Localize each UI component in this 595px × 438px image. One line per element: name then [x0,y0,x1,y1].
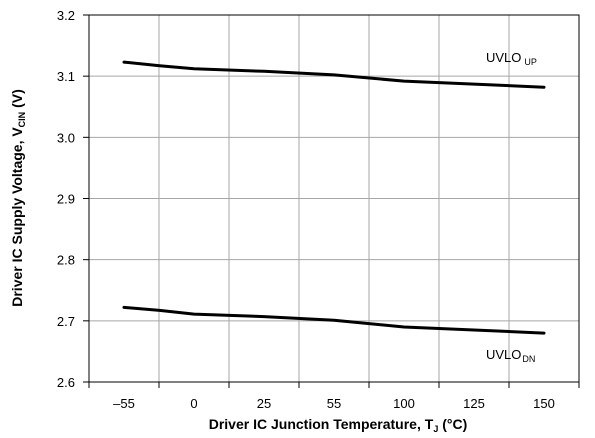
y-axis-label: Driver IC Supply Voltage, VCIN (V) [9,89,27,307]
y-tick-label: 2.7 [57,314,75,329]
x-tick-label: 0 [190,396,197,411]
x-tick-label: 25 [257,396,271,411]
grid-layer [89,15,579,382]
x-tick-label: 150 [533,396,555,411]
y-tick-label: 2.9 [57,192,75,207]
series-line-uvlo-dn [122,305,546,335]
tick-layer: 2.6 2.7 2.8 2.9 3.0 3.1 3.2 –55 0 25 55 100 125 150 [57,8,580,411]
series-label-uvlo-up: UVLO UP [486,50,537,67]
x-tick-label: 55 [327,396,341,411]
series-label-uvlo-dn: UVLODN [486,347,535,364]
series-layer [122,60,546,335]
x-tick-label: 100 [393,396,415,411]
series-line-uvlo-up [122,60,546,89]
y-tick-label: 3.1 [57,69,75,84]
x-axis-label: Driver IC Junction Temperature, TJ (°C) [209,416,468,434]
x-tick-label: –55 [113,396,135,411]
y-tick-label: 2.8 [57,253,75,268]
y-tick-label: 3.0 [57,130,75,145]
y-tick-label: 2.6 [57,375,75,390]
y-tick-label: 3.2 [57,8,75,23]
x-tick-label: 125 [463,396,485,411]
